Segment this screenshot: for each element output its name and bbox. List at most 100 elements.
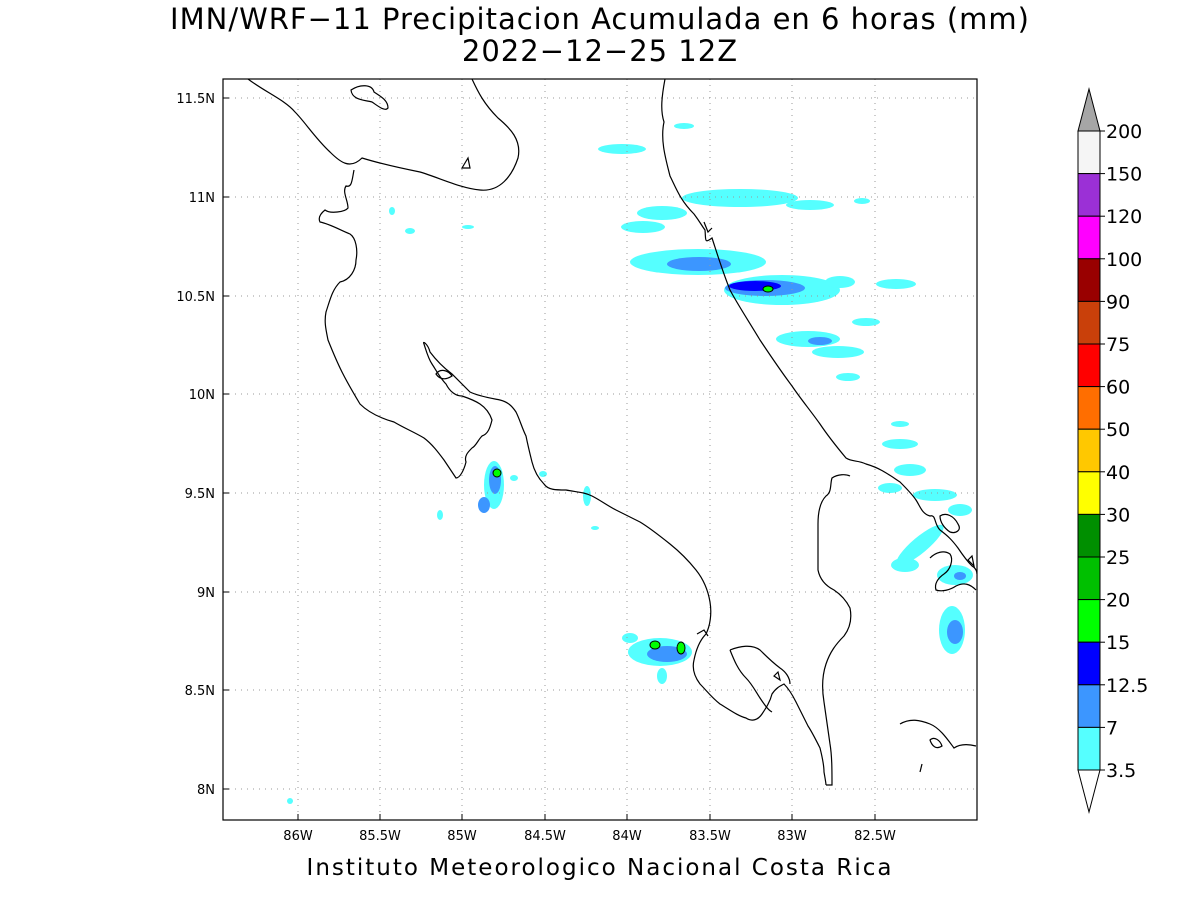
colorbar-label: 60 xyxy=(1106,377,1130,399)
colorbar-label: 120 xyxy=(1106,206,1142,228)
precip-area xyxy=(598,144,646,154)
precip-area xyxy=(786,200,834,210)
colorbar-swatch xyxy=(1077,343,1101,388)
colorbar-label: 25 xyxy=(1106,547,1130,569)
longitude-tick-label: 83.5W xyxy=(689,829,731,844)
colorbar-swatch xyxy=(1077,684,1101,728)
colorbar-label: 15 xyxy=(1106,632,1130,654)
precip-area xyxy=(287,798,293,804)
colorbar-swatch xyxy=(1077,173,1101,217)
precip-area xyxy=(954,572,966,580)
precip-area xyxy=(637,206,687,220)
colorbar-label: 40 xyxy=(1106,462,1130,484)
colorbar-swatch xyxy=(1077,428,1101,473)
precip-area xyxy=(836,373,860,381)
colorbar-label: 20 xyxy=(1106,590,1130,612)
colorbar-legend: 200 150 120 100 90 75 60 50 40 30 25 20 15 12.5 7 3.5 xyxy=(1077,87,1148,814)
longitude-tick-label: 85.5W xyxy=(359,829,401,844)
colorbar-swatch xyxy=(1077,471,1101,515)
precip-area xyxy=(878,483,902,493)
graticule xyxy=(223,79,977,820)
precip-area xyxy=(947,620,963,644)
latitude-tick-label: 10N xyxy=(189,388,215,403)
colorbar-swatch xyxy=(1077,599,1101,643)
precip-area xyxy=(808,337,832,345)
institution-credit: Instituto Meteorologico Nacional Costa R… xyxy=(306,855,894,881)
colorbar-label: 7 xyxy=(1106,717,1118,739)
colorbar-swatch xyxy=(1077,130,1101,175)
latitude-tick-label: 8.5N xyxy=(185,684,215,699)
map-title: IMN/WRF−11 Precipitacion Acumulada en 6 … xyxy=(170,2,1030,36)
precip-area xyxy=(894,464,926,476)
colorbar-swatch xyxy=(1077,258,1101,302)
colorbar-label: 50 xyxy=(1106,419,1130,441)
precip-area xyxy=(852,318,880,326)
precip-area xyxy=(891,421,909,427)
precipitation-field xyxy=(287,123,973,804)
latitude-axis: 11.5N 11N 10.5N 10N 9.5N 9N 8.5N 8N xyxy=(176,92,229,798)
colorbar-label: 30 xyxy=(1106,504,1130,526)
latitude-tick-label: 8N xyxy=(197,783,215,798)
colorbar-swatch xyxy=(1077,300,1101,345)
latitude-tick-label: 11.5N xyxy=(176,92,215,107)
latitude-tick-label: 11N xyxy=(189,191,215,206)
colorbar-swatch xyxy=(1077,215,1101,260)
latitude-tick-label: 10.5N xyxy=(176,290,215,305)
longitude-tick-label: 84W xyxy=(612,829,642,844)
colorbar-label: 12.5 xyxy=(1106,675,1148,697)
colorbar-label: 3.5 xyxy=(1106,760,1136,782)
precip-area xyxy=(676,641,686,655)
precip-area xyxy=(389,207,395,215)
precip-area xyxy=(539,471,547,477)
colorbar-swatch xyxy=(1077,726,1101,771)
precip-area xyxy=(667,257,731,271)
precip-area xyxy=(405,228,415,234)
precip-area xyxy=(591,526,599,530)
precip-area xyxy=(776,331,840,347)
precip-area xyxy=(948,504,972,516)
precip-area xyxy=(674,123,694,129)
precip-area xyxy=(622,633,638,643)
precip-area xyxy=(621,221,665,233)
coastline xyxy=(247,79,977,786)
colorbar-label: 200 xyxy=(1106,121,1142,143)
precip-area xyxy=(682,189,798,207)
precip-area xyxy=(583,486,591,506)
colorbar-swatch xyxy=(1077,386,1101,430)
precip-area xyxy=(882,439,918,449)
colorbar-label: 150 xyxy=(1106,164,1142,186)
longitude-tick-label: 86W xyxy=(283,829,313,844)
precip-area xyxy=(762,285,774,293)
longitude-tick-label: 83W xyxy=(777,829,807,844)
longitude-tick-label: 82.5W xyxy=(854,829,896,844)
colorbar-label: 75 xyxy=(1106,334,1130,356)
precip-area xyxy=(891,558,919,572)
map-frame xyxy=(222,78,978,821)
precip-area xyxy=(657,668,667,684)
precip-area xyxy=(492,468,502,478)
colorbar-over-triangle xyxy=(1077,87,1101,132)
colorbar-swatch xyxy=(1077,513,1101,558)
longitude-tick-label: 85W xyxy=(447,829,477,844)
precip-area xyxy=(896,524,944,566)
longitude-axis: 86W 85.5W 85W 84.5W 84W 83.5W 83W 82.5W xyxy=(283,814,896,844)
precip-area xyxy=(462,225,474,229)
precip-area xyxy=(649,640,661,650)
map-date: 2022−12−25 12Z xyxy=(461,34,739,68)
precip-area xyxy=(876,279,916,289)
colorbar-label: 90 xyxy=(1106,291,1130,313)
latitude-tick-label: 9.5N xyxy=(185,487,215,502)
precip-area xyxy=(913,489,957,501)
latitude-tick-label: 9N xyxy=(197,586,215,601)
colorbar-swatch xyxy=(1077,641,1101,686)
longitude-tick-label: 84.5W xyxy=(524,829,566,844)
colorbar-label: 100 xyxy=(1106,249,1142,271)
precip-area xyxy=(437,510,443,520)
colorbar-under-triangle xyxy=(1077,769,1101,814)
colorbar-swatch xyxy=(1077,556,1101,601)
precip-area xyxy=(854,198,870,204)
precip-area xyxy=(812,346,864,358)
precip-area xyxy=(510,475,518,481)
precip-area xyxy=(825,276,855,288)
